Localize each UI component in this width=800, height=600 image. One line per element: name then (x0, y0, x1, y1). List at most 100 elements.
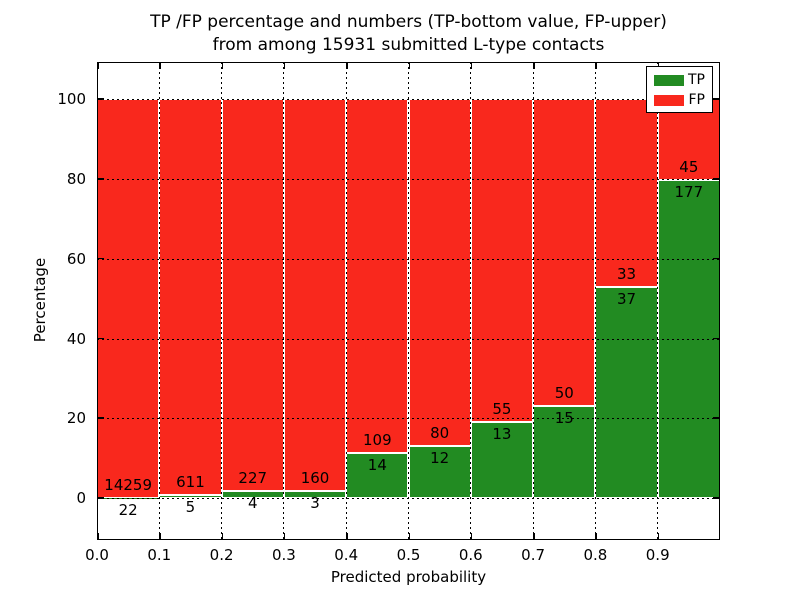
tp-count-label: 177 (674, 183, 704, 202)
x-tick-label: 0.5 (396, 546, 421, 564)
x-tick-mark (159, 62, 161, 69)
y-tick-mark (97, 417, 104, 419)
x-tick-mark (657, 62, 660, 69)
y-tick-mark (97, 178, 104, 180)
fp-count-label: 160 (300, 468, 330, 487)
x-tick-mark (346, 533, 348, 540)
x-tick-mark (97, 62, 99, 69)
x-tick-mark (159, 533, 161, 540)
x-axis-label: Predicted probability (330, 568, 487, 586)
y-tick-mark (713, 417, 720, 419)
bar-segment-tp (470, 421, 534, 499)
x-gridline (221, 62, 223, 540)
x-gridline (470, 62, 472, 540)
x-tick-mark (533, 533, 535, 540)
bar-segment-fp (595, 99, 658, 288)
bar-segment-tp (346, 452, 409, 499)
fp-count-label: 45 (679, 158, 699, 177)
tp-count-label: 13 (492, 424, 512, 443)
tp-count-label: 22 (118, 500, 138, 519)
x-tick-label: 0.6 (458, 546, 483, 564)
bar-segment-tp (595, 287, 658, 499)
x-tick-mark (221, 62, 224, 69)
y-tick-mark (713, 497, 720, 499)
legend-swatch-fp (654, 94, 684, 106)
plot-area: 14259 22 611 5 227 4 160 3 109 14 80 12 55 13 50 15 33 37… (97, 62, 720, 540)
fp-count-label: 14259 (104, 475, 152, 494)
fp-count-label: 227 (238, 469, 268, 488)
y-tick-label: 20 (66, 409, 86, 428)
x-gridline (532, 62, 534, 540)
y-tick-mark (713, 337, 720, 340)
x-tick-mark (408, 62, 410, 69)
chart-title: TP /FP percentage and numbers (TP-bottom… (97, 11, 720, 57)
legend-label-tp: TP (688, 72, 705, 88)
bar-segment-tp (97, 497, 160, 499)
bar-segment-fp (97, 99, 160, 498)
x-tick-mark (595, 533, 597, 540)
x-tick-mark (595, 62, 597, 69)
x-tick-mark (221, 533, 224, 540)
x-gridline (158, 62, 160, 540)
bar-segment-tp (283, 490, 347, 499)
x-tick-mark (97, 533, 99, 540)
fp-count-label: 33 (616, 265, 637, 284)
x-tick-mark (470, 533, 473, 540)
bar-segment-fp (533, 99, 596, 407)
tp-count-label: 5 (185, 497, 196, 516)
tp-count-label: 14 (367, 455, 387, 474)
y-tick-mark (713, 257, 720, 260)
x-tick-mark (408, 533, 410, 540)
x-tick-label: 0.9 (645, 546, 670, 564)
fp-count-label: 109 (363, 430, 392, 449)
y-tick-mark (97, 337, 104, 340)
bar-segment-fp (221, 99, 284, 492)
x-tick-label: 0.2 (209, 546, 234, 564)
chart-title-line1: TP /FP percentage and numbers (TP-bottom… (150, 12, 667, 32)
bar-segment-fp (283, 99, 347, 491)
y-tick-label: 80 (66, 170, 86, 189)
legend: TP FP (646, 66, 713, 113)
y-tick-label: 40 (66, 329, 86, 348)
tp-count-label: 12 (430, 449, 450, 468)
legend-swatch-tp (654, 74, 684, 86)
x-tick-mark (718, 62, 720, 69)
x-tick-label: 0.0 (85, 546, 109, 564)
bar-segment-fp (408, 99, 471, 447)
y-tick-label: 0 (76, 489, 86, 508)
fp-count-label: 55 (492, 399, 512, 418)
bar-segment-fp (159, 99, 222, 495)
legend-label-fp: FP (688, 92, 706, 108)
legend-entry-tp: TP (654, 70, 705, 90)
y-tick-mark (97, 257, 104, 260)
bar-segment-tp (408, 446, 471, 499)
x-tick-label: 0.8 (583, 546, 608, 564)
x-gridline (657, 62, 659, 540)
x-gridline (345, 62, 347, 540)
y-tick-mark (97, 497, 104, 499)
x-tick-mark (283, 533, 286, 540)
legend-entry-fp: FP (654, 90, 705, 110)
x-tick-mark (533, 62, 535, 69)
x-gridline (283, 62, 285, 540)
x-tick-label: 0.1 (147, 546, 172, 564)
bar-segment-tp (533, 406, 596, 499)
tp-count-label: 4 (247, 494, 258, 513)
bar-segment-tp (221, 491, 284, 499)
y-tick-label: 60 (66, 249, 86, 268)
x-tick-label: 0.3 (271, 546, 296, 564)
x-gridline (594, 62, 596, 540)
x-tick-label: 0.4 (334, 546, 359, 564)
bar-segment-tp (159, 494, 222, 499)
x-tick-mark (470, 62, 473, 69)
x-tick-mark (346, 62, 348, 69)
tp-count-label: 3 (310, 493, 320, 512)
y-tick-label: 100 (57, 90, 86, 109)
tp-count-label: 37 (616, 290, 637, 309)
bar-segment-fp (346, 99, 409, 453)
x-tick-mark (657, 533, 660, 540)
bar-segment-fp (470, 99, 534, 422)
x-gridline (408, 62, 409, 540)
x-tick-mark (718, 533, 720, 540)
